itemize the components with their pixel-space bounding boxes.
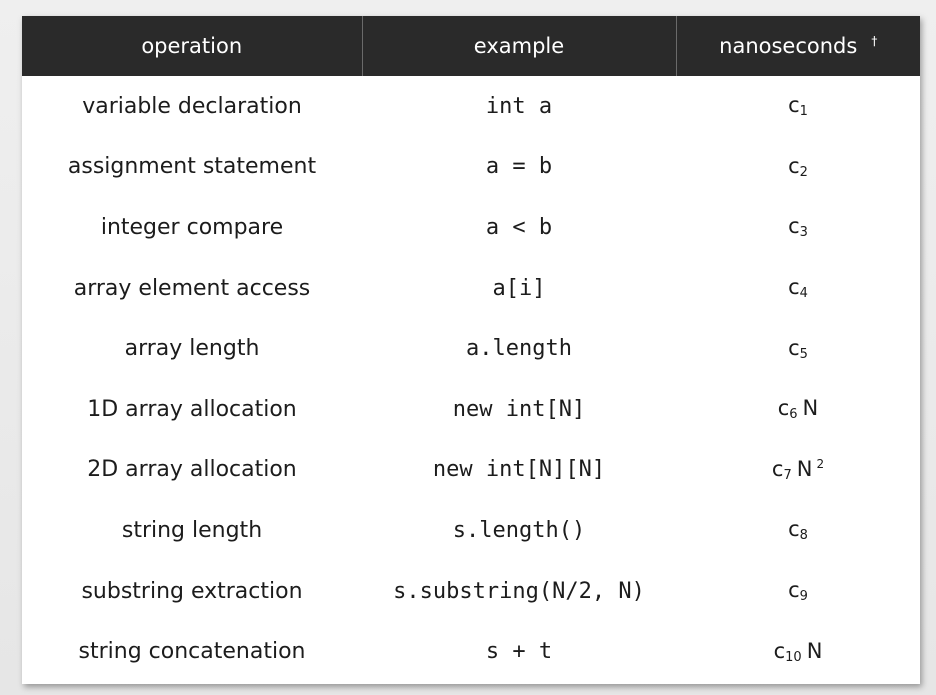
table-row: string length s.length() c8 xyxy=(22,500,920,561)
cost-constant: c xyxy=(788,275,800,300)
cost-constant: c xyxy=(777,396,790,421)
cost-constant: c xyxy=(788,93,800,118)
cost-subscript: 6 xyxy=(789,407,798,423)
cost-cell: c1 xyxy=(676,76,920,137)
cost-subscript: 1 xyxy=(799,104,808,120)
table-row: array element access a[i] c4 xyxy=(22,258,920,319)
cost-cell: c9 xyxy=(676,561,920,622)
cost-subscript: 2 xyxy=(799,164,808,180)
header-operation: operation xyxy=(22,16,363,76)
table-row: assignment statement a = b c2 xyxy=(22,137,920,198)
cost-cell: c7 N 2 xyxy=(676,440,920,501)
cost-cell: c10 N xyxy=(676,621,920,682)
cost-cell: c8 xyxy=(676,500,920,561)
header-row: operation example nanoseconds † xyxy=(22,16,920,76)
operations-cost-table-card: operation example nanoseconds † variable … xyxy=(22,16,920,684)
cost-constant: c xyxy=(788,214,800,239)
operation-cell: array element access xyxy=(73,275,311,301)
header-example: example xyxy=(362,16,677,76)
cost-cell: c5 xyxy=(676,318,920,379)
table-row: variable declaration int a c1 xyxy=(22,76,920,137)
operation-cell: 1D array allocation xyxy=(87,396,297,422)
operation-cell: 2D array allocation xyxy=(87,457,297,483)
table-row: integer compare a < b c3 xyxy=(22,197,920,258)
example-cell: s.length() xyxy=(452,517,586,543)
cost-subscript: 10 xyxy=(785,649,802,665)
operation-cell: string concatenation xyxy=(78,639,306,665)
cost-constant: c xyxy=(788,517,800,542)
operation-cell: variable declaration xyxy=(82,93,302,119)
table-row: substring extraction s.substring(N/2, N)… xyxy=(22,561,920,622)
operations-cost-table: operation example nanoseconds † variable … xyxy=(22,16,920,682)
operation-cell: string length xyxy=(121,517,263,543)
cost-cell: c4 xyxy=(676,258,920,319)
header-nanoseconds: nanoseconds † xyxy=(676,16,920,76)
example-cell: s.substring(N/2, N) xyxy=(393,578,645,604)
table-row: string concatenation s + t c10 N xyxy=(22,621,920,682)
cost-subscript: 4 xyxy=(799,286,808,302)
cost-n-term: N xyxy=(802,396,819,421)
example-cell: a = b xyxy=(485,154,553,180)
table-row: 2D array allocation new int[N][N] c7 N 2 xyxy=(22,440,920,501)
table-row: 1D array allocation new int[N] c6 N xyxy=(22,379,920,440)
cost-constant: c xyxy=(788,578,800,603)
cost-constant: c xyxy=(788,335,800,360)
cost-cell: c3 xyxy=(676,197,920,258)
cost-constant: c xyxy=(773,638,786,663)
table-header: operation example nanoseconds † xyxy=(22,16,920,76)
cost-subscript: 7 xyxy=(783,467,792,483)
operation-cell: assignment statement xyxy=(67,154,317,180)
cost-subscript: 3 xyxy=(799,225,808,241)
cost-subscript: 9 xyxy=(799,589,808,605)
cost-cell: c2 xyxy=(676,137,920,198)
cost-subscript: 5 xyxy=(799,346,808,362)
operation-cell: array length xyxy=(124,336,260,362)
cost-n-term: N xyxy=(796,456,813,481)
cost-n-term: N xyxy=(806,638,823,663)
example-cell: s + t xyxy=(485,639,553,665)
table-row: array length a.length c5 xyxy=(22,318,920,379)
example-cell: new int[N][N] xyxy=(432,457,606,483)
operation-cell: integer compare xyxy=(100,214,284,240)
example-cell: new int[N] xyxy=(452,396,586,422)
table-body: variable declaration int a c1 assignment… xyxy=(22,76,920,682)
operation-cell: substring extraction xyxy=(81,578,303,604)
cost-cell: c6 N xyxy=(676,379,920,440)
dagger-footnote-mark: † xyxy=(871,34,878,48)
example-cell: a < b xyxy=(485,214,553,240)
cost-constant: c xyxy=(788,153,800,178)
example-cell: a[i] xyxy=(492,275,546,301)
header-nanoseconds-label: nanoseconds xyxy=(719,34,858,58)
example-cell: a.length xyxy=(466,336,572,362)
cost-constant: c xyxy=(771,456,784,481)
example-cell: int a xyxy=(485,93,553,119)
cost-subscript: 8 xyxy=(799,528,808,544)
cost-exponent: 2 xyxy=(816,456,825,471)
